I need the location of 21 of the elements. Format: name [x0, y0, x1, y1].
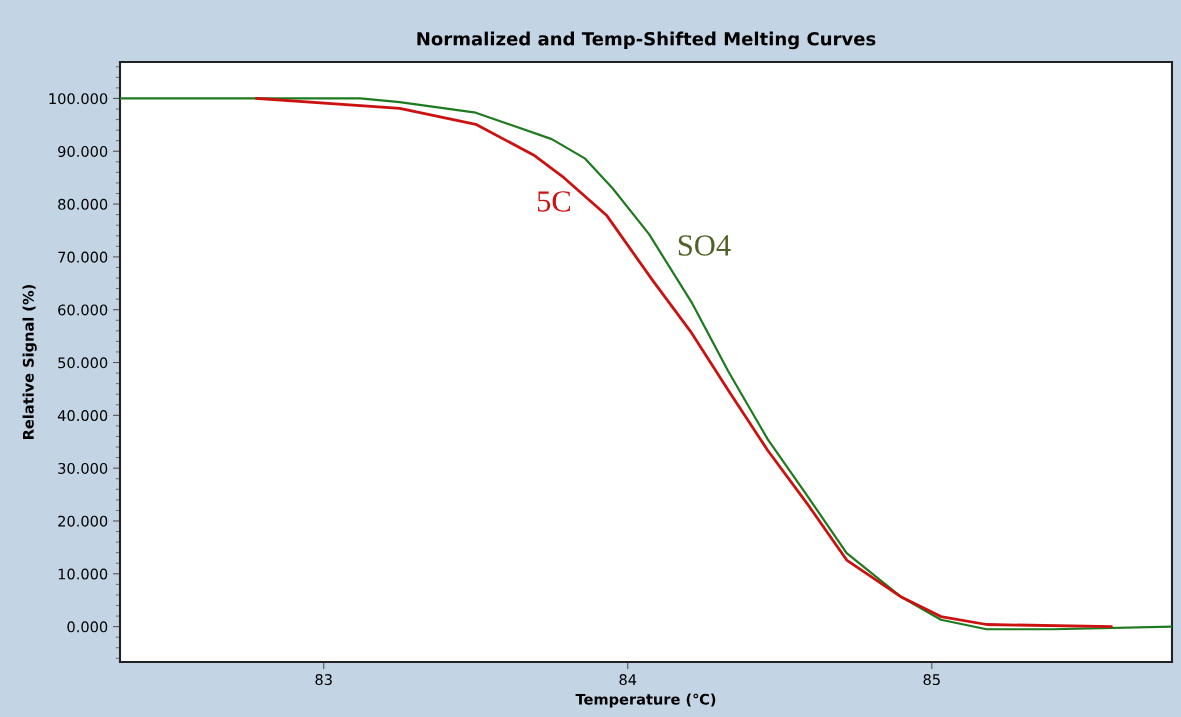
series-label: 5C [537, 191, 571, 212]
x-tick-label: 85 [923, 674, 940, 686]
x-tick-label: 84 [619, 674, 637, 686]
y-tick-label: 50.000 [58, 357, 108, 369]
chart-title: Normalized and Temp-Shifted Melting Curves [417, 31, 876, 50]
y-tick-label: 30.000 [58, 462, 108, 474]
x-tick-label: 83 [315, 674, 332, 686]
y-tick-label: 80.000 [58, 198, 108, 210]
series-label: SO4 [678, 235, 731, 256]
y-tick-label: 40.000 [57, 410, 108, 422]
y-tick-label: 0.000 [67, 621, 108, 633]
line-series [120, 97, 1172, 631]
y-tick-label: 70.000 [58, 251, 108, 263]
line-series [255, 97, 1113, 628]
y-tick-label: 20.000 [58, 515, 108, 527]
x-axis-title: Temperature (℃) [575, 693, 716, 708]
y-tick-label: 60.000 [58, 304, 108, 316]
y-axis-title: Relative Signal (%) [22, 284, 37, 439]
y-tick-label: 100.000 [49, 93, 108, 105]
y-tick-label: 90.000 [58, 145, 108, 158]
y-tick-label: 10.000 [58, 568, 108, 580]
